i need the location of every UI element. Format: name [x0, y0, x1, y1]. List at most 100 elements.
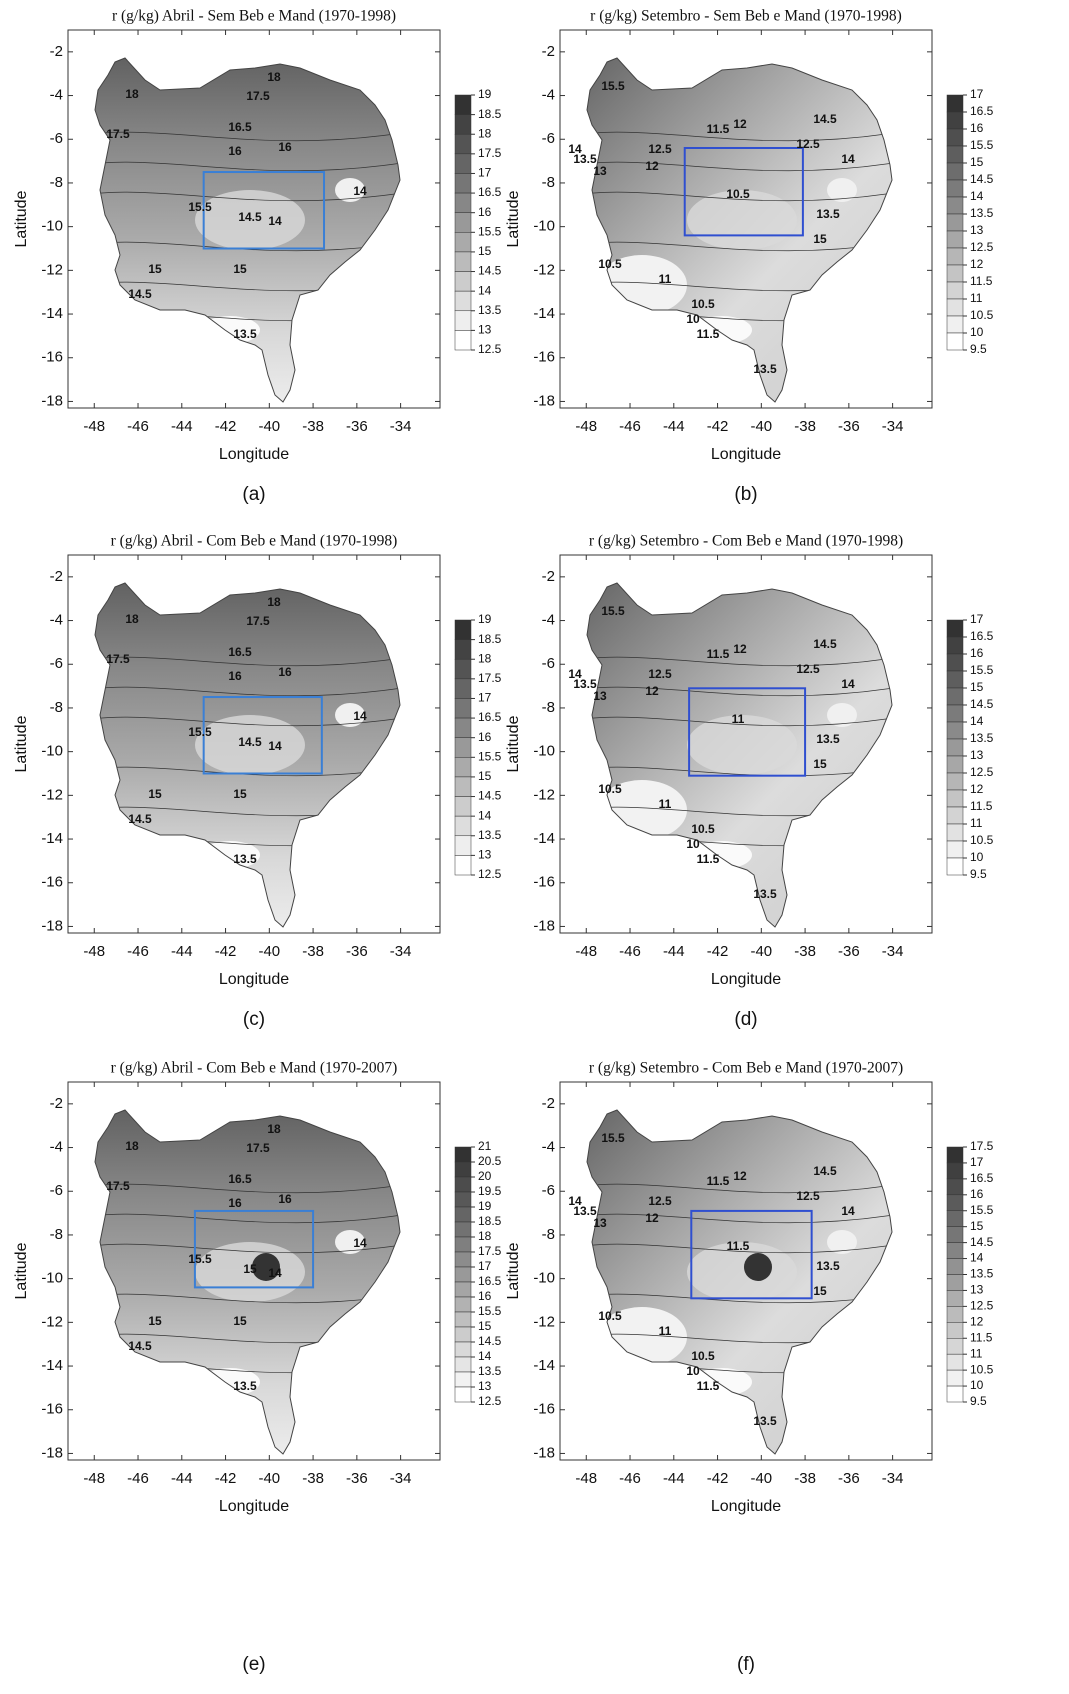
- colorbar-cell: [946, 1290, 964, 1307]
- colorbar-label: 15.5: [478, 749, 502, 763]
- contour-label: 17.5: [246, 1141, 270, 1155]
- y-tick-label: -18: [533, 1444, 555, 1461]
- colorbar-label: 15: [970, 1219, 984, 1233]
- colorbar-cell: [454, 1236, 472, 1253]
- panel-label: (a): [242, 484, 265, 505]
- map-light-area: [195, 190, 305, 250]
- y-axis-label: Latitude: [505, 190, 522, 247]
- map-light-area: [195, 715, 305, 775]
- contour-label: 16.5: [228, 645, 252, 659]
- panel: r (g/kg) Abril - Sem Beb e Mand (1970-19…: [13, 8, 501, 505]
- contour-label: 12.5: [648, 667, 672, 681]
- x-tick-label: -44: [171, 418, 193, 435]
- colorbar-cell: [454, 1356, 472, 1373]
- colorbar-label: 10: [970, 1378, 984, 1392]
- contour-label: 17.5: [246, 89, 270, 103]
- contour-label: 13.5: [816, 1259, 840, 1273]
- panel-title: r (g/kg) Setembro - Com Beb e Mand (1970…: [589, 1060, 903, 1077]
- colorbar-cell: [454, 1326, 472, 1343]
- colorbar-cell: [946, 1258, 964, 1275]
- colorbar-label: 18.5: [478, 107, 502, 121]
- colorbar-label: 17: [478, 166, 492, 180]
- colorbar-cell: [454, 855, 472, 876]
- x-tick-label: -34: [390, 1470, 412, 1487]
- x-tick-label: -36: [838, 943, 860, 960]
- colorbar-cell: [454, 1371, 472, 1388]
- contour-label: 10.5: [598, 782, 622, 796]
- x-tick-label: -36: [346, 1470, 368, 1487]
- colorbar-label: 11.5: [970, 799, 993, 813]
- contour-label: 14.5: [238, 210, 262, 224]
- y-tick-label: -2: [542, 1095, 555, 1112]
- colorbar-label: 15.5: [478, 1304, 502, 1318]
- x-tick-label: -40: [750, 418, 772, 435]
- x-tick-label: -48: [83, 943, 105, 960]
- y-tick-label: -10: [41, 218, 63, 235]
- colorbar-label: 16.5: [478, 185, 502, 199]
- contour-label: 14.5: [813, 1164, 837, 1178]
- colorbar-cell: [946, 332, 964, 351]
- x-tick-label: -36: [838, 418, 860, 435]
- y-tick-label: -8: [50, 174, 63, 191]
- colorbar-cell: [454, 737, 472, 758]
- colorbar-cell: [454, 251, 472, 272]
- y-tick-label: -16: [41, 874, 63, 891]
- contour-label: 15: [233, 787, 247, 801]
- x-tick-label: -38: [302, 1470, 324, 1487]
- colorbar-label: 12.5: [970, 240, 994, 254]
- colorbar-label: 10.5: [970, 308, 994, 322]
- contour-label: 14.5: [128, 1339, 152, 1353]
- colorbar-cell: [946, 789, 964, 808]
- colorbar-cell: [454, 1206, 472, 1223]
- y-tick-label: -18: [533, 392, 555, 409]
- contour-label: 14: [353, 709, 367, 723]
- map-dark-spot: [744, 1253, 772, 1281]
- x-tick-label: -42: [215, 418, 237, 435]
- colorbar-label: 13: [970, 223, 984, 237]
- colorbar-cell: [454, 290, 472, 312]
- colorbar-cell: [454, 133, 472, 155]
- colorbar-label: 16.5: [478, 710, 502, 724]
- x-tick-label: -40: [258, 943, 280, 960]
- colorbar-cell: [454, 192, 472, 213]
- contour-label: 14: [568, 142, 582, 156]
- colorbar-cell: [454, 835, 472, 856]
- map-light-area: [335, 178, 365, 202]
- colorbar-label: 12: [970, 1314, 984, 1328]
- contour-label: 10: [686, 1364, 700, 1378]
- contour-label: 15: [233, 262, 247, 276]
- colorbar-label: 12: [970, 782, 984, 796]
- y-tick-label: -2: [50, 568, 63, 585]
- contour-label: 11.5: [707, 1174, 730, 1188]
- x-tick-label: -44: [171, 943, 193, 960]
- colorbar-cell: [946, 755, 964, 774]
- colorbar-cell: [946, 1385, 964, 1403]
- x-tick-label: -34: [882, 1470, 904, 1487]
- y-tick-label: -4: [542, 612, 555, 629]
- x-tick-label: -46: [619, 418, 641, 435]
- colorbar-label: 19.5: [478, 1184, 502, 1198]
- colorbar-label: 16.5: [970, 104, 994, 118]
- colorbar-cell: [454, 1191, 472, 1208]
- y-tick-label: -14: [533, 830, 555, 847]
- y-tick-label: -8: [542, 1226, 555, 1243]
- contour-label: 15: [243, 1262, 257, 1276]
- colorbar-cell: [946, 281, 964, 300]
- map-light-area: [827, 178, 857, 202]
- contour-label: 13.5: [233, 327, 257, 341]
- y-tick-label: -14: [533, 305, 555, 322]
- contour-label: 15.5: [188, 1252, 212, 1266]
- colorbar-label: 20.5: [478, 1154, 502, 1168]
- contour-label: 15.5: [188, 725, 212, 739]
- colorbar-label: 14.5: [970, 1235, 994, 1249]
- y-tick-label: -10: [41, 1270, 63, 1287]
- contour-label: 10.5: [726, 187, 750, 201]
- y-tick-label: -10: [533, 743, 555, 760]
- y-axis-label: Latitude: [13, 190, 30, 247]
- colorbar-label: 15: [970, 680, 984, 694]
- contour-label: 15: [233, 1314, 247, 1328]
- colorbar-label: 15: [970, 155, 984, 169]
- x-tick-label: -34: [882, 943, 904, 960]
- colorbar-label: 11.5: [970, 274, 993, 288]
- x-axis-label: Longitude: [219, 971, 289, 988]
